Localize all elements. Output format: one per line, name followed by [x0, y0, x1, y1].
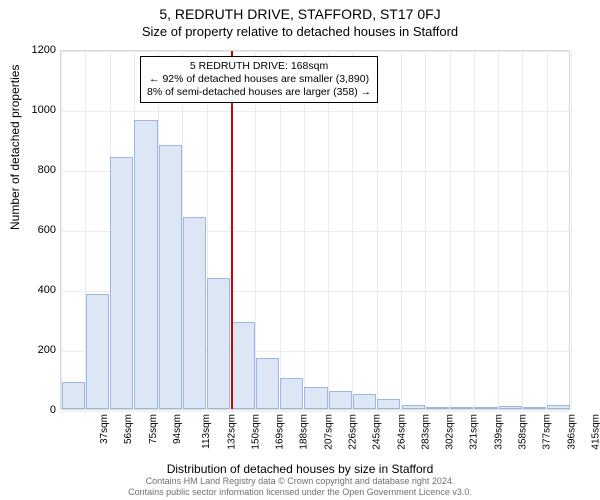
chart-area: 5 REDRUTH DRIVE: 168sqm ← 92% of detache… [60, 50, 570, 410]
histogram-bar [256, 358, 279, 409]
x-tick-label: 264sqm [396, 414, 407, 450]
gridline-h [61, 51, 569, 52]
x-tick-label: 358sqm [518, 414, 529, 450]
x-tick-label: 302sqm [445, 414, 456, 450]
histogram-bar [232, 322, 255, 409]
histogram-bar [280, 378, 303, 410]
histogram-bar [110, 157, 133, 409]
histogram-bar [207, 278, 230, 409]
gridline-v [328, 51, 329, 409]
histogram-bar [183, 217, 206, 409]
x-tick-label: 396sqm [566, 414, 577, 450]
annotation-line2: ← 92% of detached houses are smaller (3,… [147, 73, 371, 86]
x-tick-label: 56sqm [123, 414, 134, 444]
y-tick-label: 600 [16, 224, 56, 236]
x-tick-label: 94sqm [172, 414, 183, 444]
x-tick-label: 377sqm [542, 414, 553, 450]
gridline-v [547, 51, 548, 409]
gridline-v [377, 51, 378, 409]
annotation-box: 5 REDRUTH DRIVE: 168sqm ← 92% of detache… [140, 56, 378, 103]
histogram-bar [159, 145, 182, 409]
x-tick-label: 321sqm [469, 414, 480, 450]
page-title: 5, REDRUTH DRIVE, STAFFORD, ST17 0FJ [0, 0, 600, 22]
x-tick-label: 188sqm [299, 414, 310, 450]
y-tick-label: 1200 [16, 44, 56, 56]
x-tick-label: 283sqm [420, 414, 431, 450]
y-tick-label: 0 [16, 404, 56, 416]
gridline-v [352, 51, 353, 409]
histogram-bar [402, 405, 425, 410]
gridline-v [280, 51, 281, 409]
histogram-bar [86, 294, 109, 410]
x-tick-label: 37sqm [99, 414, 110, 444]
gridline-v [450, 51, 451, 409]
x-tick-label: 207sqm [323, 414, 334, 450]
x-axis-label: Distribution of detached houses by size … [0, 462, 600, 476]
x-tick-label: 150sqm [250, 414, 261, 450]
histogram-bar [353, 394, 376, 409]
histogram-bar [304, 387, 327, 410]
gridline-v [498, 51, 499, 409]
gridline-v [401, 51, 402, 409]
chart-container: 5, REDRUTH DRIVE, STAFFORD, ST17 0FJ Siz… [0, 0, 600, 500]
footer-line2: Contains public sector information licen… [0, 487, 600, 498]
gridline-v [255, 51, 256, 409]
histogram-bar [62, 382, 85, 409]
gridline-h [61, 111, 569, 112]
x-tick-label: 226sqm [348, 414, 359, 450]
page-subtitle: Size of property relative to detached ho… [0, 22, 600, 39]
histogram-bar [499, 406, 522, 409]
x-tick-label: 339sqm [493, 414, 504, 450]
histogram-bar [426, 407, 449, 409]
histogram-bar [523, 407, 546, 409]
histogram-bar [547, 405, 570, 409]
footer: Contains HM Land Registry data © Crown c… [0, 476, 600, 498]
gridline-h [61, 411, 569, 412]
gridline-v [474, 51, 475, 409]
x-tick-label: 245sqm [372, 414, 383, 450]
y-tick-label: 200 [16, 344, 56, 356]
reference-line [231, 51, 233, 409]
y-tick-label: 800 [16, 164, 56, 176]
y-tick-label: 400 [16, 284, 56, 296]
y-tick-label: 1000 [16, 104, 56, 116]
gridline-v [571, 51, 572, 409]
gridline-v [425, 51, 426, 409]
x-tick-label: 415sqm [590, 414, 600, 450]
histogram-bar [377, 399, 400, 409]
x-tick-label: 75sqm [148, 414, 159, 444]
y-axis-label: Number of detached properties [8, 65, 22, 230]
gridline-v [304, 51, 305, 409]
histogram-bar [329, 391, 352, 409]
gridline-v [61, 51, 62, 409]
x-tick-label: 113sqm [201, 414, 212, 449]
annotation-line1: 5 REDRUTH DRIVE: 168sqm [147, 60, 371, 73]
x-tick-label: 132sqm [226, 414, 237, 450]
gridline-v [522, 51, 523, 409]
x-tick-label: 169sqm [275, 414, 286, 450]
footer-line1: Contains HM Land Registry data © Crown c… [0, 476, 600, 487]
histogram-bar [450, 407, 473, 409]
plot-region [60, 50, 570, 410]
histogram-bar [474, 407, 497, 409]
histogram-bar [134, 120, 157, 410]
annotation-line3: 8% of semi-detached houses are larger (3… [147, 86, 371, 99]
